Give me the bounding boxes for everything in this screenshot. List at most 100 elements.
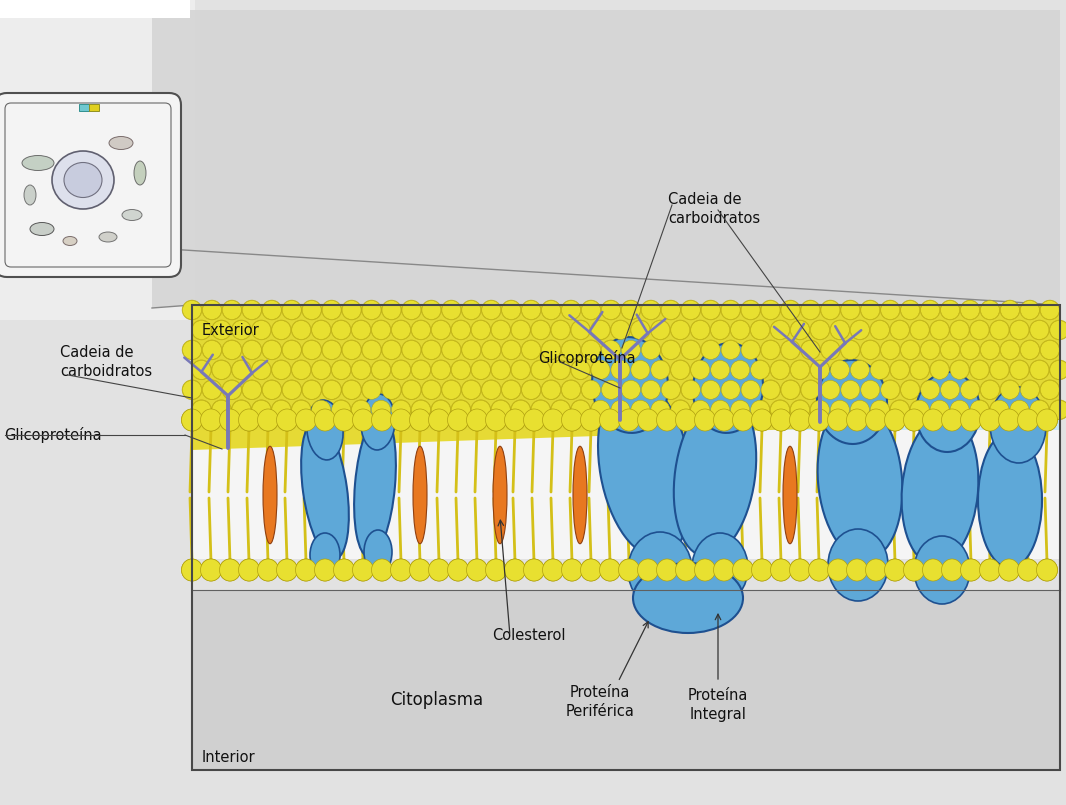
Ellipse shape [741, 380, 760, 400]
Ellipse shape [881, 340, 900, 360]
Ellipse shape [904, 409, 924, 431]
Ellipse shape [1050, 400, 1066, 419]
Ellipse shape [691, 320, 710, 340]
Ellipse shape [481, 380, 501, 400]
Ellipse shape [591, 320, 611, 340]
Ellipse shape [676, 409, 696, 431]
Ellipse shape [771, 409, 791, 431]
Ellipse shape [671, 361, 690, 379]
Ellipse shape [633, 563, 743, 633]
Ellipse shape [361, 300, 382, 320]
Ellipse shape [661, 300, 681, 320]
Ellipse shape [581, 380, 601, 400]
Ellipse shape [760, 380, 780, 400]
Ellipse shape [741, 340, 760, 360]
Ellipse shape [642, 341, 660, 359]
Ellipse shape [543, 559, 564, 581]
Ellipse shape [192, 320, 211, 340]
Ellipse shape [448, 559, 468, 581]
Ellipse shape [291, 400, 311, 419]
Ellipse shape [372, 361, 390, 379]
Text: Cadeia de
carboidratos: Cadeia de carboidratos [668, 192, 760, 225]
Ellipse shape [581, 409, 601, 431]
Ellipse shape [239, 409, 259, 431]
Ellipse shape [620, 380, 641, 400]
Ellipse shape [870, 400, 889, 419]
Polygon shape [152, 10, 1060, 308]
Ellipse shape [220, 409, 241, 431]
Ellipse shape [760, 300, 780, 320]
Ellipse shape [671, 400, 691, 419]
Ellipse shape [921, 380, 939, 399]
Ellipse shape [661, 380, 681, 400]
Ellipse shape [1049, 400, 1066, 419]
Ellipse shape [930, 360, 950, 380]
Ellipse shape [940, 340, 960, 360]
Ellipse shape [451, 400, 470, 419]
Ellipse shape [571, 320, 591, 340]
Ellipse shape [391, 400, 410, 419]
Ellipse shape [695, 409, 715, 431]
Ellipse shape [657, 559, 678, 581]
Ellipse shape [402, 380, 421, 400]
Ellipse shape [651, 320, 669, 340]
Ellipse shape [242, 300, 261, 320]
Ellipse shape [282, 341, 302, 359]
Ellipse shape [301, 421, 349, 559]
Ellipse shape [885, 409, 905, 431]
Ellipse shape [830, 361, 850, 379]
Ellipse shape [630, 400, 650, 419]
Ellipse shape [551, 320, 570, 340]
Ellipse shape [691, 320, 710, 340]
Ellipse shape [182, 300, 201, 320]
Ellipse shape [504, 559, 526, 581]
Ellipse shape [990, 387, 1046, 463]
Ellipse shape [481, 300, 501, 320]
Ellipse shape [861, 380, 879, 399]
Ellipse shape [192, 400, 211, 419]
Ellipse shape [922, 409, 943, 431]
Ellipse shape [302, 380, 322, 400]
Ellipse shape [220, 409, 241, 431]
Ellipse shape [511, 320, 531, 340]
Ellipse shape [791, 361, 809, 379]
Ellipse shape [960, 409, 982, 431]
Ellipse shape [1018, 409, 1038, 431]
Ellipse shape [850, 400, 870, 419]
Ellipse shape [562, 559, 582, 581]
Ellipse shape [429, 559, 450, 581]
Ellipse shape [732, 559, 754, 581]
Ellipse shape [314, 409, 336, 431]
Ellipse shape [922, 559, 943, 581]
Ellipse shape [512, 361, 530, 379]
Ellipse shape [411, 360, 431, 380]
Ellipse shape [950, 361, 969, 379]
Ellipse shape [272, 360, 291, 380]
Ellipse shape [661, 380, 680, 399]
Ellipse shape [211, 400, 231, 419]
Ellipse shape [671, 320, 691, 340]
Ellipse shape [511, 360, 531, 380]
Ellipse shape [801, 380, 820, 399]
Ellipse shape [441, 380, 462, 400]
Ellipse shape [631, 320, 650, 340]
Ellipse shape [830, 360, 850, 380]
Ellipse shape [429, 409, 450, 431]
Ellipse shape [713, 559, 734, 581]
Ellipse shape [818, 400, 903, 559]
Ellipse shape [421, 340, 441, 360]
Ellipse shape [931, 320, 949, 340]
Ellipse shape [432, 361, 451, 379]
Ellipse shape [441, 340, 462, 360]
Ellipse shape [900, 300, 920, 320]
Ellipse shape [870, 400, 890, 419]
Ellipse shape [361, 394, 395, 450]
Ellipse shape [332, 400, 351, 419]
Ellipse shape [999, 559, 1019, 581]
Ellipse shape [810, 320, 830, 340]
Ellipse shape [1020, 341, 1039, 359]
Ellipse shape [980, 559, 1001, 581]
Ellipse shape [523, 409, 545, 431]
Ellipse shape [881, 300, 900, 320]
Ellipse shape [334, 559, 355, 581]
